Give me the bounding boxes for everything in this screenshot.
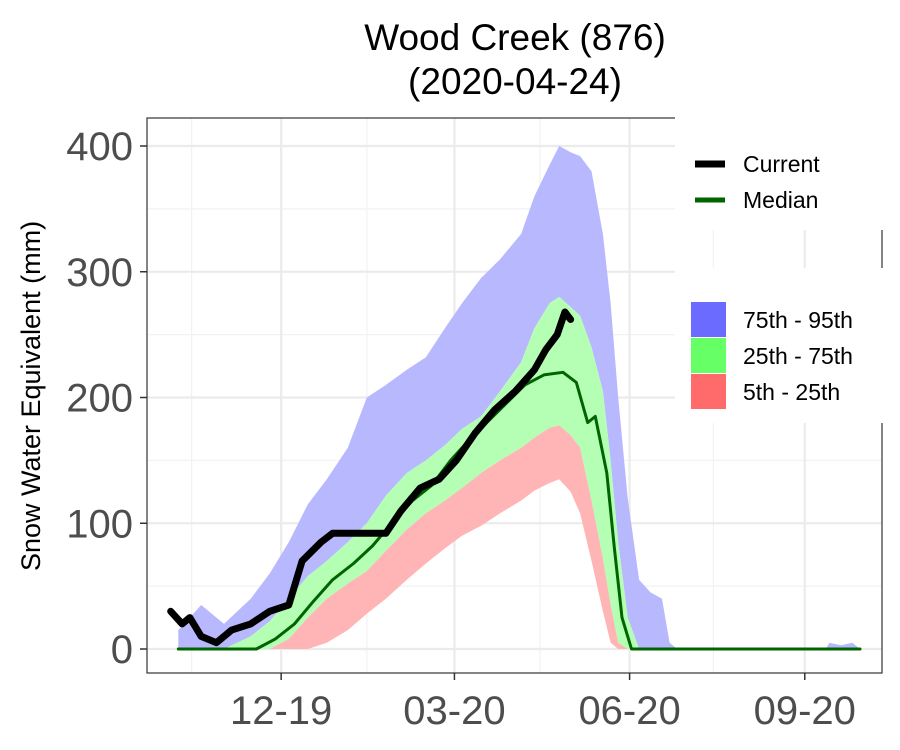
x-tick-label: 06-20 (578, 689, 680, 733)
chart-title-line1: Wood Creek (876) (364, 17, 666, 58)
band-25-75 (178, 296, 861, 649)
x-tick-label: 12-19 (230, 689, 332, 733)
band-75-95 (178, 146, 861, 649)
series-line-current (167, 308, 575, 647)
legend-label-median: Median (743, 187, 818, 213)
y-tick-label: 200 (66, 377, 133, 421)
legend: Current Median 75th - 95th 25th - 75th 5th -… (675, 110, 885, 423)
band-5-25 (178, 425, 861, 649)
x-tick-label: 03-20 (403, 689, 505, 733)
y-tick-label: 0 (111, 628, 133, 672)
chart-title-line2: (2020-04-24) (408, 61, 622, 102)
y-axis-label: Snow Water Equivalent (mm) (16, 221, 46, 571)
percentile-bands (178, 146, 861, 649)
legend-label-band: 25th - 75th (743, 343, 853, 369)
legend-label-band: 75th - 95th (743, 307, 853, 333)
legend-swatch-band (691, 338, 726, 373)
legend-swatch-band (691, 374, 726, 409)
series-lines (167, 308, 862, 651)
legend-lines-box (675, 110, 885, 230)
legend-label-band: 5th - 25th (743, 379, 840, 405)
legend-swatch-band (691, 302, 726, 337)
y-tick-label: 100 (66, 502, 133, 546)
legend-label-current: Current (743, 151, 820, 177)
y-tick-label: 400 (66, 125, 133, 169)
x-tick-label: 09-20 (754, 689, 856, 733)
y-tick-label: 300 (66, 251, 133, 295)
axes: 0 100 200 300 400 12-19 03-20 06-20 09-20 (66, 125, 856, 733)
